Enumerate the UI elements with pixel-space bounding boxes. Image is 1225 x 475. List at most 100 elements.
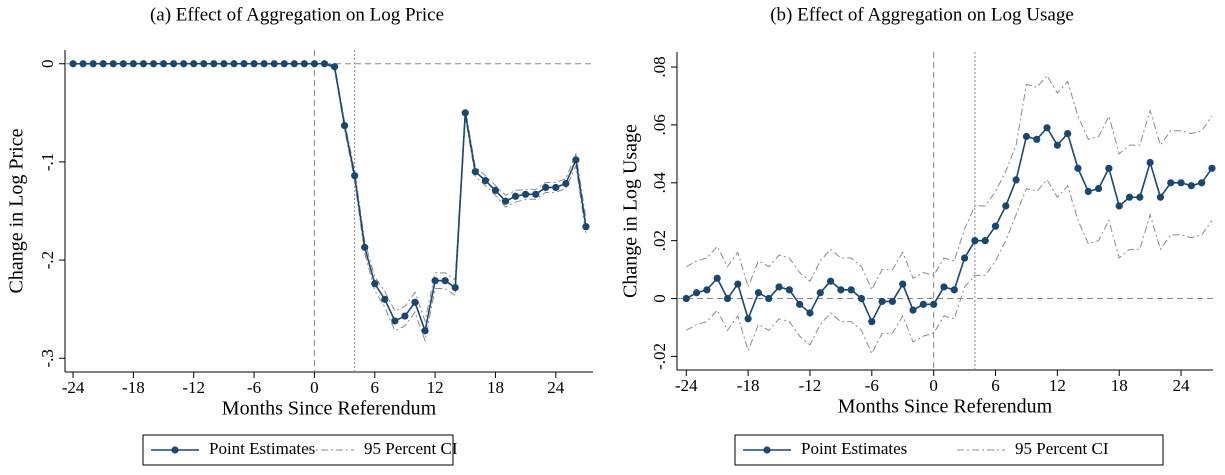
point (260, 60, 268, 68)
point (785, 286, 793, 294)
point (734, 280, 742, 288)
point (119, 60, 127, 68)
point (692, 289, 701, 297)
point (391, 317, 399, 325)
legend-swatch (171, 446, 179, 454)
point (1043, 124, 1051, 132)
point (572, 156, 580, 164)
point (1125, 193, 1134, 201)
ci-line (73, 63, 587, 323)
point (351, 172, 359, 180)
point (99, 60, 107, 68)
point (250, 60, 258, 68)
point (290, 60, 298, 68)
x-tick-label: 6 (371, 378, 380, 397)
point (89, 60, 97, 68)
point (837, 286, 845, 294)
point (582, 223, 590, 231)
x-tick-label: 24 (547, 378, 565, 397)
point (991, 222, 1000, 230)
point (857, 294, 866, 303)
x-tick-label: -24 (62, 378, 85, 397)
point (471, 168, 479, 176)
x-tick-label: 24 (1173, 376, 1191, 395)
point (847, 286, 855, 294)
point (816, 289, 824, 297)
point (340, 121, 349, 130)
point (330, 63, 339, 71)
legend-label: 95 Percent CI (1015, 439, 1109, 458)
point (1012, 176, 1020, 184)
point (1105, 164, 1113, 172)
point (522, 190, 530, 198)
point (511, 192, 520, 200)
point (1053, 141, 1061, 149)
point (919, 300, 927, 308)
y-tick-label: .08 (650, 56, 669, 77)
point (723, 294, 732, 303)
point (270, 60, 278, 68)
point (1208, 164, 1216, 172)
y-axis-label: Change in Log Price (6, 128, 28, 293)
point (1167, 179, 1175, 187)
point (950, 286, 958, 294)
point (682, 294, 690, 303)
x-tick-label: -24 (675, 376, 698, 395)
chart-title: (b) Effect of Aggregation on Log Usage (770, 4, 1074, 25)
point (421, 327, 429, 335)
x-tick-label: 6 (991, 376, 1000, 395)
point (491, 186, 500, 194)
point (971, 237, 979, 245)
point (703, 286, 711, 294)
x-tick-label: 18 (487, 378, 504, 397)
x-tick-label: -6 (247, 378, 261, 397)
point (361, 243, 369, 251)
point (532, 190, 540, 198)
legend-label: 95 Percent CI (364, 439, 458, 458)
series-line (73, 62, 587, 334)
point (1002, 202, 1010, 210)
point (744, 315, 752, 323)
legend-label: Point Estimates (209, 439, 315, 458)
point (411, 298, 419, 306)
legend-label: Point Estimates (801, 439, 907, 458)
point (210, 60, 218, 68)
point (909, 306, 917, 314)
point (501, 197, 510, 205)
point (1115, 202, 1123, 210)
point (170, 60, 178, 68)
y-axis-label: Change in Log Usage (620, 124, 642, 298)
point (1136, 193, 1144, 201)
chart-panel: (b) Effect of Aggregation on Log Usage .0… (620, 4, 1216, 466)
point (1146, 158, 1154, 167)
point (981, 237, 989, 245)
y-tick-label: .02 (650, 230, 669, 251)
point (796, 300, 804, 308)
point (180, 60, 188, 68)
point (826, 277, 835, 285)
y-tick-label: 0 (38, 59, 57, 68)
point (1094, 184, 1103, 193)
chart-panel: (a) Effect of Aggregation on Log Price 0 -… (6, 4, 593, 466)
y-tick-label: -.2 (38, 251, 57, 269)
point (806, 309, 814, 317)
point (960, 254, 969, 262)
point (1177, 179, 1185, 187)
x-tick-label: -18 (737, 376, 760, 395)
point (899, 280, 907, 288)
point (240, 60, 248, 68)
point (149, 60, 158, 68)
point (190, 60, 198, 68)
point (542, 183, 550, 192)
point (371, 280, 379, 288)
point (1187, 182, 1195, 190)
y-tick-label: -.02 (650, 343, 669, 370)
x-tick-label: -12 (182, 378, 205, 397)
x-axis-label: Months Since Referendum (838, 396, 1053, 418)
point (481, 176, 489, 185)
point (1084, 187, 1092, 196)
legend-box (142, 434, 454, 466)
point (562, 179, 570, 188)
legend-box (734, 434, 1164, 466)
point (401, 312, 409, 320)
